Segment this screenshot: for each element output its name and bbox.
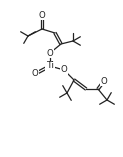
Text: O: O	[101, 76, 107, 86]
Text: O: O	[61, 65, 67, 75]
Text: Ti: Ti	[46, 62, 54, 70]
Text: O: O	[47, 49, 53, 57]
Text: O: O	[39, 11, 45, 19]
Text: O: O	[32, 70, 38, 78]
